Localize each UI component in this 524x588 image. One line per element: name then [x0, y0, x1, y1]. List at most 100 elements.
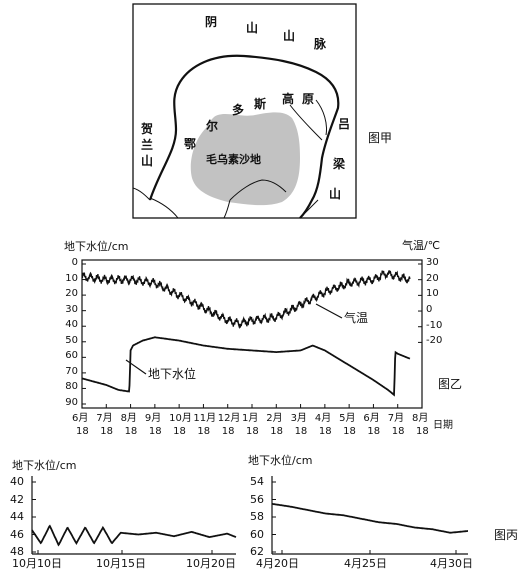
chart-b-yright-tick-label: 0 — [426, 304, 433, 316]
map-frame — [132, 3, 357, 219]
chart-b-x-tick-month: 8月 — [120, 413, 137, 424]
chart-c-left-x-tick-label: 10月15日 — [96, 557, 146, 570]
chart-c-right-ylabel: 地下水位/cm — [248, 454, 313, 467]
chart-c-right-y-tick-label: 56 — [250, 492, 264, 506]
chart-b-x-tick-day: 18 — [294, 426, 308, 437]
label-lvliang-3: 山 — [329, 187, 342, 201]
chart-b-yleft-tick-label: 50 — [65, 334, 78, 346]
chart-c-left-ylabel: 地下水位/cm — [12, 459, 77, 472]
chart-b-temp-pointer — [315, 303, 343, 319]
chart-c-right-line — [272, 503, 468, 534]
chart-c-right — [271, 476, 468, 555]
label-helan-2: 兰 — [141, 138, 154, 152]
label-ordos-1: 鄂 — [184, 137, 197, 151]
figure-a-label: 图甲 — [368, 131, 393, 145]
chart-b-yleft-tick-label: 80 — [65, 381, 78, 393]
chart-c-right-x-tick-label: 4月20日 — [256, 557, 299, 570]
label-helan-1: 贺 — [141, 122, 154, 136]
label-ordos-4: 斯 — [254, 97, 267, 111]
chart-b-x-tick-month: 12月 — [217, 413, 241, 424]
chart-b-yleft-tick-label: 40 — [65, 319, 78, 331]
chart-b-yleft-tick-label: 30 — [65, 303, 78, 315]
chart-b-x-tick-day: 18 — [148, 426, 162, 437]
chart-c-right-x-tick-label: 4月30日 — [430, 557, 473, 570]
chart-b-x-tick-day: 18 — [246, 426, 259, 437]
chart-b-x-tick-month: 2月 — [266, 413, 283, 424]
chart-b-x-tick-month: 5月 — [339, 413, 356, 424]
chart-b-x-tick-month: 1月 — [242, 413, 259, 424]
chart-c-left — [31, 476, 237, 555]
chart-c-right-y-tick-label: 58 — [250, 510, 264, 523]
label-yinshan-4: 脉 — [314, 37, 327, 51]
chart-b-xlabel: 日期 — [433, 420, 453, 431]
chart-b-yleft-tick-label: 60 — [65, 350, 78, 362]
yellow-river — [148, 54, 340, 219]
chart-c-left-x-tick-label: 10月10日 — [12, 557, 62, 570]
chart-b-x-tick-day: 18 — [270, 426, 284, 437]
chart-c-left-y-tick-label: 40 — [10, 475, 24, 488]
chart-c-right-y-tick-label: 54 — [250, 475, 264, 488]
chart-b-x-tick-day: 18 — [76, 426, 89, 437]
chart-b-x-tick-month: 7月 — [387, 413, 405, 424]
chart-b-ylabel-left: 地下水位/cm — [64, 240, 129, 253]
label-yinshan-1: 阴 — [205, 15, 218, 29]
chart-c-left-y-tick-label: 48 — [10, 545, 24, 558]
chart-b-temp-annotation: 气温 — [344, 311, 369, 325]
chart-c-left-y-tick-label: 42 — [10, 492, 24, 506]
chart-b-x-tick-day: 18 — [221, 426, 235, 437]
label-ordos-2: 尔 — [206, 119, 219, 133]
tributary-east — [315, 99, 327, 136]
river-bottom-left — [149, 197, 179, 219]
label-desert: 毛乌素沙地 — [206, 153, 261, 166]
chart-b-x-tick-month: 9月 — [144, 413, 162, 424]
chart-b-yleft-tick-label: 20 — [65, 288, 78, 300]
chart-b-x-tick-day: 18 — [391, 426, 405, 437]
figure-b-label: 图乙 — [438, 377, 463, 391]
river-left-edge — [132, 187, 151, 201]
chart-b-ylabel-right: 气温/℃ — [402, 239, 441, 252]
chart-b-x-tick-day: 18 — [318, 426, 332, 437]
label-lvliang-2: 梁 — [333, 157, 346, 171]
label-helan-3: 山 — [141, 154, 154, 168]
chart-b-water-pointer — [125, 359, 147, 375]
chart-b-yleft-tick-label: 90 — [65, 397, 78, 408]
chart-b-x-tick-day: 18 — [343, 426, 356, 437]
tributary-right — [289, 104, 323, 141]
chart-b-x-tick-day: 18 — [416, 426, 429, 437]
chart-c-left-y-tick-label: 46 — [10, 527, 24, 541]
chart-b-yright-tick-label: 30 — [426, 257, 439, 268]
river-bottom-mid — [229, 179, 287, 201]
chart-c-right-y-tick-label: 60 — [250, 527, 264, 541]
chart-b-x-tick-day: 18 — [197, 426, 211, 437]
label-ordos-6: 原 — [302, 92, 315, 106]
label-yinshan-2: 山 — [246, 21, 259, 35]
chart-b-water-annotation: 地下水位 — [148, 367, 197, 381]
chart-b-water-line — [81, 336, 411, 397]
chart-b-x-tick-month: 4月 — [314, 413, 332, 424]
chart-b-x-tick-month: 6月 — [72, 413, 89, 424]
chart-b-x-tick-day: 18 — [124, 426, 138, 437]
chart-b-x-tick-month: 11月 — [193, 413, 217, 424]
chart-b-x-tick-month: 8月 — [412, 413, 429, 424]
chart-c-left-x-tick-label: 10月20日 — [186, 557, 236, 570]
label-lvliang-1: 吕 — [338, 117, 351, 131]
chart-b-x-tick-month: 7月 — [96, 413, 113, 424]
chart-b-x-tick-day: 18 — [367, 426, 381, 437]
chart-b-temp-line — [81, 270, 411, 329]
chart-b-x-tick-month: 10月 — [169, 413, 192, 424]
chart-c-left-y-tick-label: 44 — [10, 510, 24, 523]
chart-b-x-tick-month: 6月 — [363, 413, 380, 424]
chart-b-x-tick-day: 18 — [100, 426, 114, 437]
chart-b — [81, 259, 423, 409]
chart-b-yleft-tick-label: 0 — [71, 257, 78, 268]
river-bottom-branch — [223, 199, 231, 219]
chart-b-yleft-tick-label: 70 — [65, 365, 78, 377]
chart-c-right-x-tick-label: 4月25日 — [344, 557, 387, 570]
chart-c-right-y-tick-label: 62 — [250, 545, 264, 558]
chart-b-yright-tick-label: 10 — [426, 288, 439, 300]
chart-b-x-tick-month: 3月 — [290, 413, 307, 424]
figure-c-label: 图丙 — [494, 528, 519, 542]
river-bottom-right — [299, 199, 319, 219]
label-ordos-3: 多 — [232, 103, 245, 117]
